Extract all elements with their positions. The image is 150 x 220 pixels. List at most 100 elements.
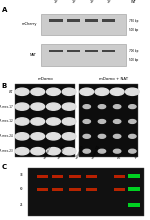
Text: mDomo-T3: mDomo-T3 [90,0,100,4]
Bar [52,175,63,178]
Circle shape [72,150,75,152]
Text: mCherry: mCherry [21,22,37,26]
Text: 750 bp: 750 bp [129,18,139,22]
Bar [79,84,138,157]
Bar [69,188,81,191]
Bar [102,19,116,22]
Bar [67,50,80,52]
Text: mDomo: mDomo [38,77,54,81]
Circle shape [15,118,29,125]
Circle shape [16,151,19,152]
Circle shape [16,136,19,137]
Circle shape [83,134,90,138]
Circle shape [56,106,59,107]
Circle shape [103,150,105,151]
Text: A: A [2,7,7,13]
Circle shape [41,150,44,152]
Circle shape [114,151,116,152]
Bar [37,175,48,178]
Text: +: + [134,156,137,160]
Circle shape [113,134,121,138]
Bar [128,203,140,207]
Circle shape [98,119,106,123]
Circle shape [84,151,85,152]
Circle shape [84,121,85,122]
Circle shape [16,106,19,108]
Circle shape [129,106,131,107]
Bar [37,188,48,191]
Circle shape [113,149,121,153]
Circle shape [56,135,59,137]
Circle shape [134,136,136,137]
Circle shape [41,120,44,122]
Text: WT: WT [9,90,13,94]
Bar [69,188,81,191]
Bar [41,44,126,66]
Circle shape [80,88,94,95]
Circle shape [32,121,35,123]
Circle shape [15,103,29,110]
Circle shape [129,121,131,122]
Bar [128,187,140,191]
Circle shape [63,136,66,137]
Circle shape [25,135,28,137]
Circle shape [72,91,75,92]
Circle shape [119,106,120,107]
Circle shape [62,133,76,140]
Circle shape [15,148,29,155]
Circle shape [72,120,75,122]
Circle shape [62,148,76,155]
Circle shape [110,88,124,95]
Text: mDomo-T4: mDomo-T4 [107,0,117,4]
Text: WT: WT [117,156,122,160]
Bar [114,188,125,191]
Circle shape [62,118,76,125]
Circle shape [113,105,121,108]
Circle shape [25,91,28,92]
Circle shape [88,106,90,107]
Text: NAT: NAT [30,53,37,57]
Circle shape [46,103,60,110]
Circle shape [129,134,136,138]
Text: mDomo + NAT: mDomo + NAT [99,77,128,81]
Circle shape [56,91,59,92]
Text: 500 bp: 500 bp [129,28,139,32]
Circle shape [46,148,60,155]
Circle shape [46,118,60,125]
Bar [15,84,75,157]
Bar [86,188,97,191]
Circle shape [31,103,45,110]
Circle shape [119,150,120,151]
Circle shape [99,136,100,137]
Circle shape [134,106,136,107]
Circle shape [134,150,136,151]
Circle shape [72,135,75,137]
Circle shape [84,136,85,137]
Circle shape [114,136,116,137]
Circle shape [88,121,90,122]
Circle shape [103,106,105,107]
Circle shape [62,88,76,95]
Circle shape [98,149,106,153]
Circle shape [98,105,106,108]
Circle shape [113,119,121,123]
Circle shape [46,88,60,95]
Circle shape [62,103,76,110]
Text: mDomo-T3: mDomo-T3 [75,144,85,160]
Circle shape [48,121,50,123]
Circle shape [119,136,120,137]
Text: miR-mec-12: miR-mec-12 [0,119,13,123]
Circle shape [32,106,35,108]
Circle shape [98,134,106,138]
Circle shape [88,136,90,137]
Circle shape [25,150,28,152]
Circle shape [83,119,90,123]
Bar [41,14,126,35]
Bar [69,175,81,178]
Circle shape [99,121,100,122]
Text: 700 bp: 700 bp [129,49,139,53]
Circle shape [63,91,66,93]
Circle shape [103,121,105,122]
Text: miR-mec-23: miR-mec-23 [0,149,13,153]
Circle shape [129,151,131,152]
